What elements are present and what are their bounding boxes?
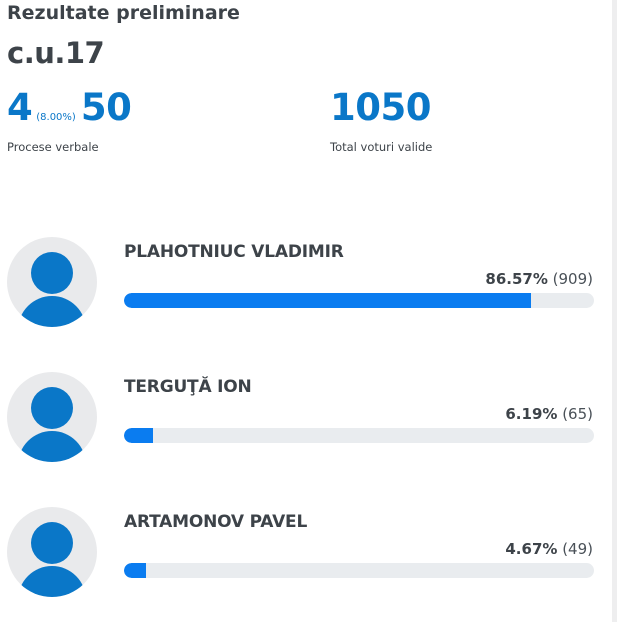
- person-avatar-icon: [7, 507, 97, 597]
- candidate-row: ARTAMONOV PAVEL 4.67% (49): [0, 507, 617, 603]
- candidate-progress-fill: [124, 293, 531, 308]
- candidate-percent: 4.67%: [505, 540, 558, 558]
- candidate-name: ARTAMONOV PAVEL: [124, 512, 308, 532]
- candidate-row: PLAHOTNIUC VLADIMIR 86.57% (909): [0, 237, 617, 333]
- candidate-name: PLAHOTNIUC VLADIMIR: [124, 242, 344, 262]
- protocols-processed: 4: [7, 86, 33, 129]
- protocols-label: Procese verbale: [7, 140, 99, 154]
- candidate-votes: (49): [562, 540, 593, 558]
- candidate-progress-bar: [124, 563, 594, 578]
- candidate-progress-bar: [124, 428, 594, 443]
- protocols-total: 50: [80, 86, 132, 129]
- candidate-votes: (909): [552, 270, 593, 288]
- candidate-progress-fill: [124, 428, 154, 443]
- page-title: Rezultate preliminare: [7, 2, 240, 24]
- candidate-result: 6.19% (65): [505, 405, 593, 423]
- candidate-progress-fill: [124, 563, 146, 578]
- candidate-votes: (65): [562, 405, 593, 423]
- valid-votes-label: Total voturi valide: [330, 140, 433, 154]
- candidate-result: 4.67% (49): [505, 540, 593, 558]
- protocols-stat: 4 (8.00%) 50: [7, 86, 132, 129]
- valid-votes-total: 1050: [330, 86, 431, 129]
- candidate-row: TERGUŢĂ ION 6.19% (65): [0, 372, 617, 468]
- valid-votes-stat: 1050: [330, 88, 431, 128]
- candidate-result: 86.57% (909): [485, 270, 593, 288]
- page-edge: [612, 0, 617, 622]
- person-avatar-icon: [7, 237, 97, 327]
- protocols-processed-percent: (8.00%): [36, 112, 76, 123]
- candidate-percent: 86.57%: [485, 270, 548, 288]
- candidate-progress-bar: [124, 293, 594, 308]
- candidate-percent: 6.19%: [505, 405, 558, 423]
- candidate-name: TERGUŢĂ ION: [124, 377, 252, 397]
- district-name: c.u.17: [7, 36, 105, 70]
- person-avatar-icon: [7, 372, 97, 462]
